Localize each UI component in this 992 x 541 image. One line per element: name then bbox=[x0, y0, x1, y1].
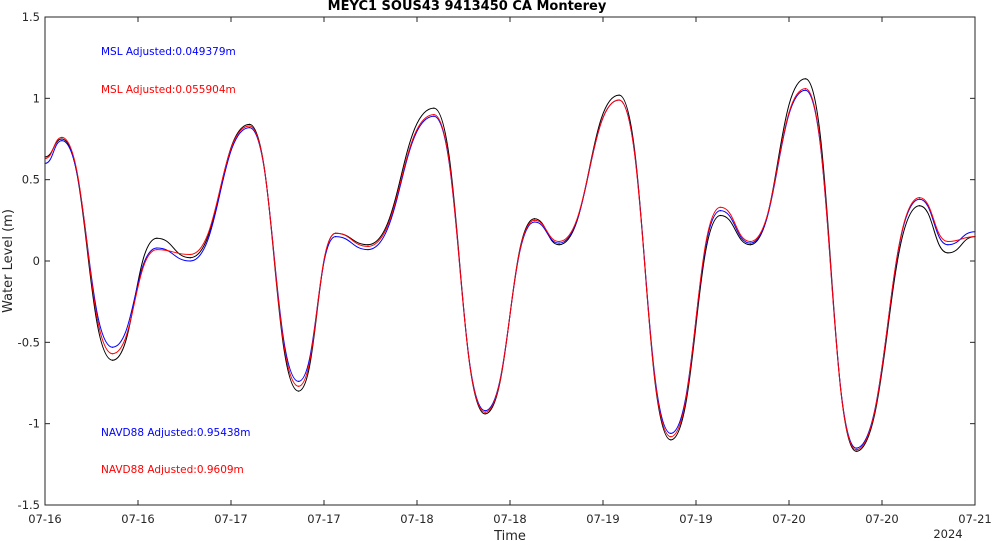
x-tick-label: 07-18 bbox=[400, 512, 433, 526]
series-point bbox=[533, 218, 536, 220]
series-point bbox=[558, 242, 560, 244]
x-tick-label: 07-17 bbox=[307, 512, 340, 526]
y-axis-ticks: -1.5 -1 -0.5 0 0.5 1 1.5 bbox=[18, 10, 975, 512]
series-point bbox=[189, 257, 191, 259]
series-point bbox=[749, 244, 751, 246]
msl-adjusted-blue-annotation: MSL Adjusted:0.049379m bbox=[101, 46, 236, 58]
series-point bbox=[558, 244, 560, 246]
series-point bbox=[918, 197, 921, 199]
series-point bbox=[334, 236, 337, 238]
series-point bbox=[433, 115, 435, 117]
series-point bbox=[248, 123, 251, 125]
series-point bbox=[670, 439, 672, 441]
series-point bbox=[112, 353, 114, 355]
series-point bbox=[719, 210, 722, 212]
plot-area bbox=[45, 17, 975, 505]
series-point bbox=[484, 411, 486, 413]
series-point bbox=[112, 359, 114, 361]
x-tick-label: 07-16 bbox=[121, 512, 154, 526]
series-point bbox=[112, 346, 114, 348]
series-point bbox=[156, 237, 158, 239]
series-point bbox=[618, 99, 620, 101]
series-point bbox=[189, 253, 191, 256]
x-tick-label: 07-20 bbox=[772, 512, 805, 526]
series-point bbox=[433, 107, 435, 109]
series-point bbox=[719, 214, 722, 217]
series-point bbox=[947, 240, 949, 243]
series-point bbox=[484, 413, 486, 415]
series-point bbox=[367, 244, 369, 246]
y-tick-label: -1 bbox=[29, 417, 40, 431]
series-point bbox=[298, 380, 300, 382]
series-point bbox=[533, 221, 536, 223]
series-point bbox=[61, 140, 63, 142]
series-point bbox=[804, 78, 807, 80]
series-point bbox=[533, 219, 536, 221]
x-tick-label: 07-17 bbox=[214, 512, 247, 526]
series-point bbox=[719, 206, 722, 208]
chart-title: MEYC1 SOUS43 9413450 CA Monterey bbox=[328, 0, 607, 14]
series-point bbox=[334, 232, 337, 234]
y-tick-label: 1.5 bbox=[22, 10, 40, 24]
y-axis-label: Water Level (m) bbox=[1, 209, 16, 313]
x-tick-label: 07-18 bbox=[493, 512, 526, 526]
x-axis-ticks: 07-16 07-16 07-17 07-17 07-18 07-18 07-19 07-19… bbox=[28, 17, 992, 526]
series-point bbox=[670, 436, 672, 438]
series-point bbox=[618, 94, 620, 96]
y-tick-label: -1.5 bbox=[18, 498, 40, 512]
series-point bbox=[804, 89, 807, 91]
series-point bbox=[855, 450, 857, 452]
y-tick-label: -0.5 bbox=[18, 335, 40, 349]
series-point bbox=[298, 385, 300, 387]
series-point bbox=[749, 240, 751, 243]
series-point bbox=[558, 240, 560, 243]
series-point bbox=[189, 260, 191, 262]
series-point bbox=[156, 249, 158, 251]
series-point bbox=[156, 247, 158, 249]
x-tick-label: 07-19 bbox=[679, 512, 712, 526]
series-point bbox=[61, 138, 63, 140]
series-point bbox=[61, 136, 63, 138]
series-point bbox=[749, 242, 751, 244]
x-tick-label: 07-16 bbox=[28, 512, 61, 526]
series-point bbox=[855, 447, 857, 449]
series-point bbox=[367, 249, 369, 251]
series-point bbox=[298, 390, 300, 392]
series-point bbox=[248, 127, 251, 129]
series-point bbox=[367, 245, 369, 247]
x-tick-label: 07-19 bbox=[586, 512, 619, 526]
series-point bbox=[804, 88, 807, 90]
navd88-adjusted-blue-annotation: NAVD88 Adjusted:0.95438m bbox=[101, 427, 250, 439]
series-point bbox=[433, 114, 435, 116]
series-point bbox=[918, 205, 921, 207]
x-axis-label: Time bbox=[493, 529, 526, 541]
series-point bbox=[918, 198, 921, 200]
series-lines bbox=[44, 78, 976, 452]
msl-adjusted-red-annotation: MSL Adjusted:0.055904m bbox=[101, 84, 236, 96]
series-point bbox=[855, 449, 857, 451]
y-tick-label: 0 bbox=[33, 254, 40, 268]
plot-frame bbox=[44, 16, 976, 506]
x-tick-label: 07-20 bbox=[865, 512, 898, 526]
x-tick-label: 07-21 bbox=[958, 512, 991, 526]
y-tick-label: 0.5 bbox=[22, 173, 40, 187]
series-point bbox=[947, 252, 949, 254]
series-point bbox=[484, 410, 486, 412]
x-axis-year-label: 2024 bbox=[933, 527, 962, 541]
series-point bbox=[248, 125, 251, 127]
series-point bbox=[670, 432, 672, 434]
series-point bbox=[947, 244, 949, 246]
navd88-adjusted-red-annotation: NAVD88 Adjusted:0.9609m bbox=[101, 464, 244, 476]
y-tick-label: 1 bbox=[33, 91, 40, 105]
msl-adjusted-red-line bbox=[44, 88, 976, 451]
